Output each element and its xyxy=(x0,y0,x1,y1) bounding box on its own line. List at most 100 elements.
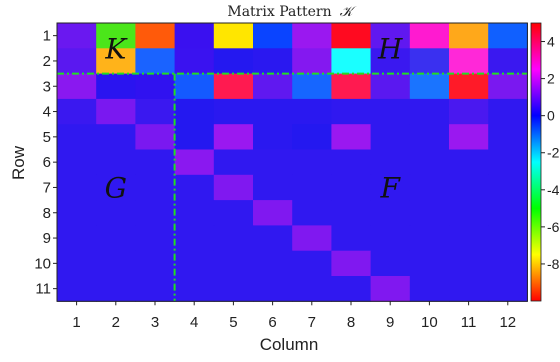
heatmap-cell xyxy=(135,73,176,100)
heatmap-cell xyxy=(409,276,450,302)
heatmap-cell xyxy=(449,225,489,252)
colorbar-ticks: 4 2 0 -2 -4 -6 -8 xyxy=(541,34,560,272)
heatmap-cell xyxy=(174,124,215,150)
heatmap-cell xyxy=(449,149,489,176)
heatmap-cell xyxy=(370,124,411,150)
heatmap-cell xyxy=(96,23,136,49)
heatmap-cell xyxy=(96,174,136,201)
region-labels: K H G F xyxy=(104,32,403,204)
heatmap-cell xyxy=(449,174,489,201)
heatmap-cell xyxy=(331,174,372,201)
x-tick-label: 4 xyxy=(190,314,198,331)
heatmap-cell xyxy=(370,23,411,49)
heatmap-cell xyxy=(57,276,97,302)
heatmap-cell xyxy=(213,73,254,100)
heatmap-cell xyxy=(174,200,215,226)
heatmap-cell xyxy=(292,200,332,226)
heatmap-cell xyxy=(135,174,176,201)
colorbar-tick-label: 2 xyxy=(547,71,555,87)
heatmap-cell xyxy=(253,124,293,150)
heatmap-cell xyxy=(488,225,528,252)
heatmap-cell xyxy=(96,200,136,226)
heatmap-cell xyxy=(174,174,215,201)
heatmap-cell xyxy=(292,23,332,49)
x-tick-label: 6 xyxy=(268,314,276,331)
heatmap-cell xyxy=(488,250,528,277)
y-tick-label: 5 xyxy=(43,129,51,146)
x-tick-label: 8 xyxy=(347,314,355,331)
heatmap-cell xyxy=(57,200,97,226)
heatmap-cell xyxy=(96,48,136,75)
y-axis-label: Row xyxy=(9,145,28,180)
x-tick-label: 2 xyxy=(112,314,120,331)
heatmap-cell xyxy=(96,124,136,150)
heatmap-cell xyxy=(96,149,136,176)
heatmap-cell xyxy=(331,23,372,49)
colorbar-tick-label: -8 xyxy=(547,256,560,272)
heatmap-cell xyxy=(213,200,254,226)
heatmap-cell xyxy=(331,225,372,252)
heatmap-cell xyxy=(488,48,528,75)
heatmap-cell xyxy=(57,225,97,252)
heatmap-cell xyxy=(292,225,332,252)
heatmap-cell xyxy=(174,225,215,252)
heatmap-cell xyxy=(370,73,411,100)
heatmap-cell xyxy=(449,73,489,100)
block-dividers xyxy=(57,72,528,302)
heatmap-cell xyxy=(409,225,450,252)
heatmap-cell xyxy=(292,276,332,302)
plot-frame xyxy=(56,22,528,302)
heatmap-cell xyxy=(409,98,450,125)
heatmap-cell xyxy=(292,149,332,176)
heatmap-cell xyxy=(253,73,293,100)
heatmap-cell xyxy=(488,200,528,226)
y-tick-label: 1 xyxy=(43,28,51,45)
heatmap-cell xyxy=(409,174,450,201)
chart-title: Matrix Pattern 𝒦 xyxy=(227,4,357,20)
heatmap-cell xyxy=(213,149,254,176)
heatmap-cell xyxy=(253,48,293,75)
heatmap-cell xyxy=(449,250,489,277)
heatmap-cell xyxy=(57,149,97,176)
heatmap-cell xyxy=(292,124,332,150)
x-tick-label: 1 xyxy=(72,314,80,331)
heatmap-cell xyxy=(370,174,411,201)
x-tick-label: 12 xyxy=(499,314,516,331)
heatmap-cell xyxy=(253,276,293,302)
heatmap-cell xyxy=(253,23,293,49)
heatmap-cell xyxy=(174,149,215,176)
heatmap-cell xyxy=(174,276,215,302)
heatmap-cell xyxy=(370,48,411,75)
x-tick-label: 7 xyxy=(308,314,316,331)
heatmap-cell xyxy=(213,98,254,125)
heatmap-cell xyxy=(409,250,450,277)
heatmap-cell xyxy=(96,276,136,302)
y-tick-label: 11 xyxy=(35,281,51,298)
region-label: G xyxy=(105,171,127,204)
heatmap-cell xyxy=(449,124,489,150)
heatmap-cell xyxy=(57,23,97,49)
heatmap-cell xyxy=(409,200,450,226)
heatmap-cell xyxy=(96,250,136,277)
heatmap-cell xyxy=(292,250,332,277)
heatmap-cell xyxy=(174,73,215,100)
region-label: F xyxy=(379,171,401,204)
heatmap-cell xyxy=(331,98,372,125)
colorbar-tick-label: 4 xyxy=(547,34,555,50)
region-label: H xyxy=(377,32,403,65)
heatmap-cell xyxy=(488,276,528,302)
heatmap-cell xyxy=(449,276,489,302)
heatmap-cell xyxy=(449,23,489,49)
y-tick-label: 4 xyxy=(43,104,51,121)
y-tick-label: 6 xyxy=(43,154,51,171)
heatmap-cell xyxy=(488,174,528,201)
heatmap-cell xyxy=(253,98,293,125)
heatmap-cell xyxy=(213,250,254,277)
heatmap-cell xyxy=(174,48,215,75)
x-axis-ticks: 1 2 3 4 5 6 7 8 9 10 11 12 xyxy=(72,301,516,331)
heatmap-cell xyxy=(135,200,176,226)
heatmap-cell xyxy=(331,48,372,75)
heatmap-cell xyxy=(96,225,136,252)
heatmap-cell xyxy=(370,98,411,125)
